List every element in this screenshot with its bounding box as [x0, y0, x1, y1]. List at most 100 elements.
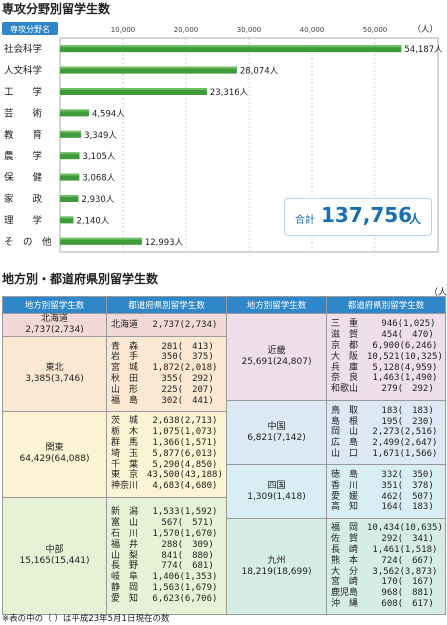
prefecture-line: 岡 山 2,273(2,516) [331, 427, 438, 438]
region-name: 近畿 [267, 346, 286, 357]
prefecture-line: 長 野 774( 681) [111, 561, 214, 572]
region-cell: 中部 15,165(15,441) [2, 496, 107, 616]
bar-highlight [60, 237, 142, 240]
region-count: 6,821(7,142) [247, 432, 306, 443]
total-box: 合計 137,756 人 [284, 198, 432, 236]
bar-highlight [60, 88, 207, 90]
total-unit: 人 [409, 212, 422, 226]
total-label: 合計 [295, 215, 315, 226]
prefecture-line: 神奈川 4,683(4,680) [111, 481, 218, 492]
prefecture-line: 福 島 302( 441) [111, 395, 214, 406]
prefecture-line: 山 口 1,671(1,566) [331, 449, 438, 460]
prefecture-line: 大 分 3,562(3,873) [331, 566, 438, 577]
bar [60, 216, 74, 224]
bar-highlight [60, 195, 79, 197]
bar-highlight [60, 130, 82, 133]
bar-value-label: 12,993人 [145, 238, 184, 248]
x-tick-label: 40,000 [300, 26, 325, 34]
prefecture-line: 徳 島 332( 350) [331, 470, 434, 481]
bar [60, 237, 142, 245]
region-cell: 関東 64,429(64,088) [2, 410, 107, 498]
bar-highlight [60, 216, 74, 219]
x-tick-label: 20,000 [174, 26, 199, 34]
x-tick-label: 30,000 [237, 26, 262, 34]
bar-value-label: 23,316人 [210, 88, 249, 98]
prefecture-line: 沖 縄 608( 617) [331, 599, 434, 609]
prefecture-line: 愛 知 6,623(6,706) [111, 593, 218, 604]
category-label: 人文科学 [4, 65, 42, 77]
prefecture-cell: 青 森 281( 413) 岩 手 350( 375) 宮 城 1,872(2,01… [106, 336, 227, 412]
category-label: 保 健 [4, 172, 43, 184]
prefecture-cell: 徳 島 332( 350) 香 川 351( 378) 愛 媛 462( 507) 高… [326, 464, 446, 519]
category-label: 社会科学 [4, 43, 42, 55]
header-pref-right: 都道府県別留学生数 [326, 296, 446, 314]
header-region-left: 地方別留学生数 [2, 296, 107, 314]
x-tick-label: 10,000 [111, 26, 136, 34]
bar [60, 173, 80, 181]
prefecture-line: 福 岡 10,434(10,635) [331, 523, 443, 534]
region-count: 64,429(64,088) [19, 454, 90, 465]
bar-value-label: 3,068人 [82, 174, 115, 184]
category-label: 理 学 [4, 214, 42, 226]
category-header-bg [2, 22, 58, 35]
region-count: 18,219(18,699) [241, 566, 312, 577]
bar-value-label: 3,105人 [83, 152, 116, 162]
prefecture-line: 香 川 351( 378) [331, 480, 434, 491]
bar [60, 66, 237, 74]
prefecture-line: 栃 木 1,075(1,073) [111, 427, 218, 438]
region-count: 2,737(2,734) [25, 325, 84, 335]
bar-value-label: 4,594人 [92, 109, 125, 119]
prefecture-line: 広 島 2,499(2,647) [331, 438, 438, 449]
prefecture-line: 和歌山 279( 292) [331, 384, 434, 395]
region-name: 中国 [267, 421, 286, 432]
prefecture-line: 宮 崎 170( 167) [331, 577, 434, 588]
prefecture-line: 青 森 281( 413) [111, 341, 214, 352]
prefecture-line: 愛 媛 462( 507) [331, 491, 434, 502]
bar [60, 88, 207, 95]
category-label: そ の 他 [4, 236, 52, 248]
prefecture-line: 宮 城 1,872(2,018) [111, 363, 218, 374]
bar [60, 45, 402, 53]
category-header: 専攻分野名 [10, 24, 50, 34]
prefecture-line: 滋 賀 454( 470) [331, 330, 434, 341]
bar-value-label: 2,930人 [81, 195, 114, 205]
region-cell: 東北 3,385(3,746) [2, 336, 107, 412]
bar-highlight [60, 109, 89, 112]
region-count: 25,691(24,807) [241, 357, 312, 368]
category-label: 工 学 [4, 86, 42, 98]
prefecture-line: 群 馬 1,366(1,571) [111, 438, 218, 449]
bar [60, 152, 80, 160]
prefecture-line: 東 京 43,500(43,188) [111, 470, 223, 481]
region-count: 3,385(3,746) [25, 373, 84, 384]
bar-value-label: 2,140人 [76, 216, 109, 226]
region-name: 北海道 [40, 314, 68, 324]
table-unit: （人） [429, 288, 447, 298]
region-cell: 四国 1,309(1,418) [226, 464, 327, 519]
prefecture-cell: 新 潟 1,533(1,592) 富 山 567( 571) 石 川 1,570(1… [106, 496, 227, 616]
region-cell: 北海道 2,737(2,734) [2, 313, 107, 337]
bar [60, 195, 79, 202]
region-cell: 近畿 25,691(24,807) [226, 312, 327, 402]
x-tick-label: 50,000 [363, 26, 388, 34]
prefecture-cell: 茨 城 2,638(2,713) 栃 木 1,075(1,073) 群 馬 1,36… [106, 410, 227, 498]
region-count: 1,309(1,418) [247, 491, 306, 502]
bar-value-label: 54,187人 [404, 45, 443, 55]
header-pref-left: 都道府県別留学生数 [106, 296, 227, 314]
prefecture-line: 奈 良 1,463(1,490) [331, 373, 438, 384]
prefecture-line: 高 知 164( 183) [331, 502, 434, 513]
prefecture-line: 北海道 2,737(2,734) [111, 319, 218, 330]
region-name: 九州 [267, 555, 286, 566]
prefecture-line: 千 葉 5,290(4,850) [111, 459, 218, 470]
major-bar-chart: 専攻分野名 （人） 10,000 20,000 30,000 40,000 50,000 社会… [2, 22, 443, 253]
bar-highlight [60, 66, 237, 69]
region-cell: 中国 6,821(7,142) [226, 400, 327, 466]
prefecture-line: 静 岡 1,563(1,679) [111, 582, 218, 593]
header-region-right: 地方別留学生数 [226, 296, 327, 314]
region-cell: 九州 18,219(18,699) [226, 517, 327, 616]
bar-highlight [60, 173, 80, 176]
region-name: 東北 [45, 362, 64, 373]
category-label: 芸 術 [4, 107, 43, 119]
prefecture-line: 大 阪 10,521(10,325) [331, 351, 443, 362]
region-name: 関東 [45, 443, 64, 454]
bar [60, 109, 89, 117]
